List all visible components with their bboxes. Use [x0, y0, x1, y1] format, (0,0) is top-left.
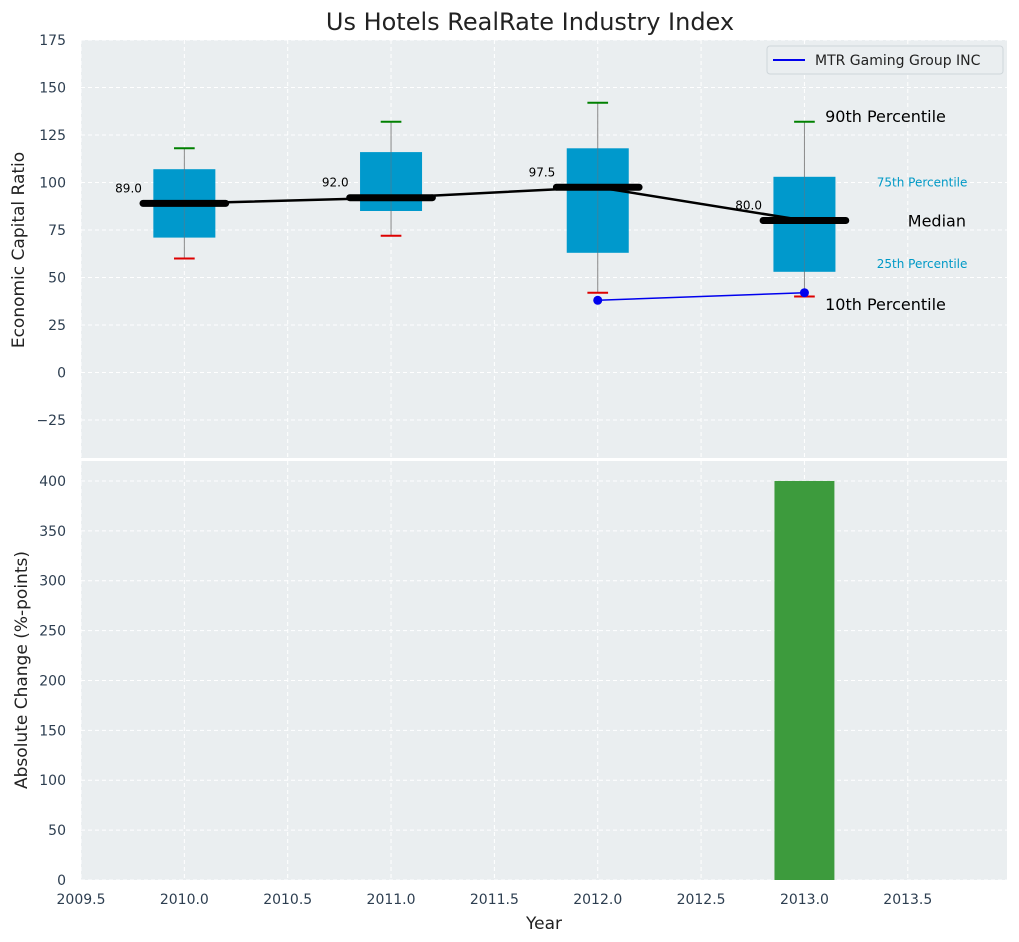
- median-trend-line: [184, 185, 805, 222]
- top-y-tick-label: 50: [48, 271, 66, 287]
- top-y-tick-label: 125: [39, 128, 66, 144]
- x-tick-label: 2011.5: [470, 892, 519, 908]
- percentile-annotation: 10th Percentile: [825, 295, 946, 314]
- bottom-y-tick-label: 200: [39, 673, 66, 689]
- bottom-y-tick-label: 250: [39, 624, 66, 640]
- x-tick-label: 2012.0: [573, 892, 622, 908]
- percentile-annotation: 25th Percentile: [877, 257, 968, 271]
- bottom-y-tick-label: 50: [48, 823, 66, 839]
- bottom-y-tick-label: 0: [57, 873, 66, 889]
- bottom-chart-marks: [774, 480, 835, 880]
- top-gridlines: [80, 39, 1007, 458]
- x-tick-label: 2013.5: [883, 892, 932, 908]
- x-tick-label: 2011.0: [367, 892, 416, 908]
- legend-entry-mtr: MTR Gaming Group INC: [815, 53, 981, 69]
- series-point-mtr: [593, 295, 603, 305]
- x-tick-label: 2009.5: [57, 892, 106, 908]
- top-y-tick-label: 150: [39, 81, 66, 97]
- top-y-tick-label: −25: [36, 413, 66, 429]
- legend: MTR Gaming Group INC: [766, 45, 1004, 75]
- top-chart-marks: 89.0 92.0 97.5 80.0 90th Percentile 75th Perc…: [115, 101, 968, 314]
- bottom-y-tick-label: 150: [39, 723, 66, 739]
- x-axis-label: Year: [525, 914, 562, 934]
- percentile-annotation: Median: [908, 212, 966, 231]
- top-plot-area: [81, 40, 1007, 458]
- bottom-gridlines: [80, 461, 1007, 881]
- median-value-label: 80.0: [735, 199, 762, 213]
- change-bar: [774, 480, 835, 880]
- x-tick-label: 2010.0: [160, 892, 209, 908]
- top-y-axis-label: Economic Capital Ratio: [9, 152, 29, 348]
- median-value-label: 89.0: [115, 181, 142, 195]
- axis-ticks: −25 0 25 50 75 100 125 150 175 0 50 100 150 200 250 300…: [36, 33, 932, 908]
- percentile-annotation: 75th Percentile: [877, 176, 968, 190]
- bottom-y-tick-label: 100: [39, 773, 66, 789]
- bottom-y-tick-label: 300: [39, 574, 66, 590]
- bottom-plot-area: [81, 461, 1007, 880]
- top-y-tick-label: 25: [48, 318, 66, 334]
- top-y-tick-label: 175: [39, 33, 66, 49]
- bottom-y-tick-label: 400: [39, 474, 66, 490]
- median-value-label: 97.5: [529, 165, 556, 179]
- x-tick-label: 2013.0: [780, 892, 829, 908]
- x-tick-label: 2010.5: [263, 892, 312, 908]
- top-y-tick-label: 0: [57, 366, 66, 382]
- chart-title: Us Hotels RealRate Industry Index: [326, 8, 734, 36]
- bottom-y-axis-label: Absolute Change (%-points): [12, 551, 32, 789]
- bottom-y-tick-label: 350: [39, 524, 66, 540]
- series-line-mtr: [597, 291, 805, 302]
- percentile-annotation: 90th Percentile: [825, 107, 946, 126]
- top-y-tick-label: 75: [48, 223, 66, 239]
- x-tick-label: 2012.5: [677, 892, 726, 908]
- legend-box: [766, 45, 1004, 75]
- series-point-mtr: [799, 288, 809, 298]
- top-y-tick-label: 100: [39, 176, 66, 192]
- median-value-label: 92.0: [322, 176, 349, 190]
